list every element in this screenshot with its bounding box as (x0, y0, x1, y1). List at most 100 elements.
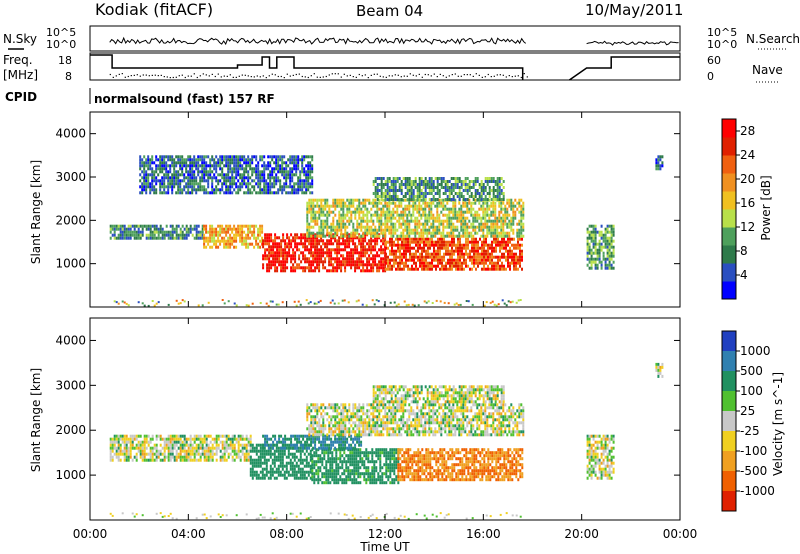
power-cell (165, 176, 168, 180)
power-cell (374, 213, 377, 217)
power-cell (310, 210, 313, 214)
power-cell (294, 236, 297, 240)
power-cell (452, 189, 455, 192)
power-cell (191, 179, 194, 183)
power-cell (392, 225, 395, 229)
power-cell (484, 180, 487, 183)
power-cell (257, 173, 260, 177)
power-cell (422, 234, 425, 238)
power-cell (429, 267, 431, 271)
power-cell (227, 227, 230, 231)
power-cell (420, 189, 423, 192)
power-cell (498, 204, 501, 208)
power-cell (455, 243, 457, 247)
velocity-cell (213, 452, 216, 456)
velocity-cell (143, 434, 146, 438)
power-cell (280, 266, 283, 270)
power-cell (397, 246, 399, 250)
power-cell (306, 260, 309, 264)
power-cell (231, 170, 234, 174)
power-cell (427, 300, 430, 303)
nave-point (472, 75, 474, 77)
power-cell (269, 155, 272, 159)
power-cell (127, 236, 130, 240)
power-cell (233, 182, 236, 186)
velocity-cell (181, 455, 184, 459)
power-cell (169, 179, 172, 183)
power-cell (203, 158, 206, 162)
power-cell (500, 228, 503, 232)
power-cell (187, 191, 190, 195)
power-cell (307, 173, 310, 177)
power-cell (408, 180, 411, 183)
power-cell (410, 198, 413, 201)
power-cell (426, 180, 429, 183)
power-cell (225, 245, 228, 249)
power-cell (423, 258, 425, 262)
power-cell (408, 186, 411, 189)
velocity-cell (241, 452, 244, 456)
power-cell (233, 236, 236, 240)
power-cell (405, 304, 408, 307)
power-cell (358, 242, 361, 246)
power-cell (602, 236, 605, 240)
power-cell (396, 213, 399, 217)
power-cell (291, 185, 294, 189)
power-cell (161, 176, 164, 180)
power-cell (458, 231, 461, 235)
power-cell (498, 216, 501, 220)
power-cell (287, 176, 290, 180)
velocity-cell (201, 449, 204, 453)
power-cell (279, 179, 282, 183)
power-cell (195, 176, 198, 180)
power-cell (316, 239, 319, 243)
power-cell (376, 210, 379, 214)
power-cell (290, 242, 293, 246)
power-cell (440, 219, 443, 223)
power-cell (352, 201, 355, 205)
power-cell (270, 239, 273, 243)
velocity-cell (153, 443, 156, 447)
power-cell (516, 228, 519, 232)
power-cell (231, 191, 234, 195)
velocity-cell (237, 446, 240, 450)
power-cell (431, 240, 433, 244)
power-cell (398, 177, 401, 180)
power-region (586, 224, 615, 270)
power-cell (512, 222, 515, 226)
power-cell (307, 170, 310, 174)
power-cell (269, 164, 272, 168)
velocity-cell (245, 455, 248, 459)
velocity-cell (209, 446, 212, 450)
power-cell (443, 243, 445, 247)
power-cell (659, 155, 662, 159)
power-cell (308, 204, 311, 208)
power-cell (282, 233, 285, 237)
power-cell (502, 192, 505, 195)
power-cell (428, 198, 431, 201)
power-cell (191, 227, 194, 231)
power-cell (422, 231, 425, 235)
power-cell (303, 191, 306, 195)
power-cell (223, 302, 226, 305)
power-cell (334, 207, 337, 211)
velocity-cell (243, 458, 246, 462)
power-cell (197, 224, 200, 228)
velocity-cell (171, 440, 174, 444)
power-cell (326, 242, 329, 246)
power-cell (318, 213, 321, 217)
power-cell (520, 198, 523, 202)
power-cell (451, 258, 453, 262)
power-cell (397, 303, 400, 306)
power-cell (320, 213, 323, 217)
power-cell (286, 257, 289, 261)
velocity-cell (203, 437, 206, 441)
power-cell (147, 158, 150, 162)
power-cell (165, 233, 168, 237)
power-cell (389, 267, 391, 271)
power-cell (332, 228, 335, 232)
nave-point (373, 73, 375, 75)
power-cell (163, 164, 166, 168)
power-cell (474, 225, 477, 229)
velocity-cell (275, 476, 278, 480)
